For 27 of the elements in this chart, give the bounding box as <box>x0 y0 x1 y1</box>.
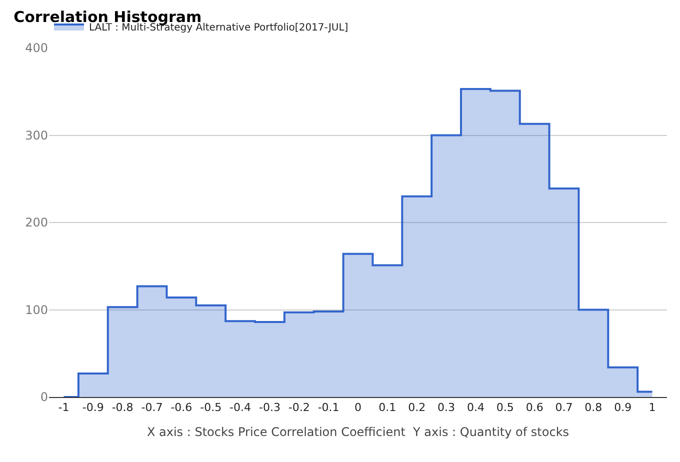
x-tick-label: 0 <box>354 401 362 414</box>
x-tick-label: -0.9 <box>82 401 104 414</box>
x-tick-label: -0.4 <box>230 401 252 414</box>
x-tick-label: 0.3 <box>438 401 456 414</box>
x-tick-label: -0.7 <box>141 401 163 414</box>
x-tick-label: 0.9 <box>614 401 632 414</box>
x-tick-label: 0.4 <box>466 401 484 414</box>
x-tick-label: 0.2 <box>408 401 426 414</box>
x-tick-label: 0.8 <box>584 401 602 414</box>
x-axis-title: X axis : Stocks Price Correlation Coefficient Y axis : Quantity of stocks <box>146 425 570 440</box>
x-tick-label: -0.1 <box>318 401 340 414</box>
x-tick-label: 0.1 <box>378 401 396 414</box>
x-tick-label: 0.6 <box>526 401 544 414</box>
x-tick-label: -0.3 <box>258 401 280 414</box>
x-tick-label: -0.8 <box>112 401 134 414</box>
y-tick-label: 300 <box>25 128 48 142</box>
x-tick-label: -0.2 <box>288 401 310 414</box>
y-tick-label: 400 <box>25 41 48 56</box>
x-tick-label: -0.5 <box>200 401 222 414</box>
x-tick-label: -1 <box>58 401 70 414</box>
x-tick-label: 0.7 <box>555 401 573 414</box>
x-tick-label: 0.5 <box>496 401 514 414</box>
x-tick-label: -0.6 <box>170 401 192 414</box>
y-tick-label: 0 <box>40 390 48 404</box>
y-tick-label: 200 <box>25 216 48 230</box>
y-tick-label: 100 <box>25 302 48 317</box>
x-tick-label: 1 <box>648 401 656 414</box>
